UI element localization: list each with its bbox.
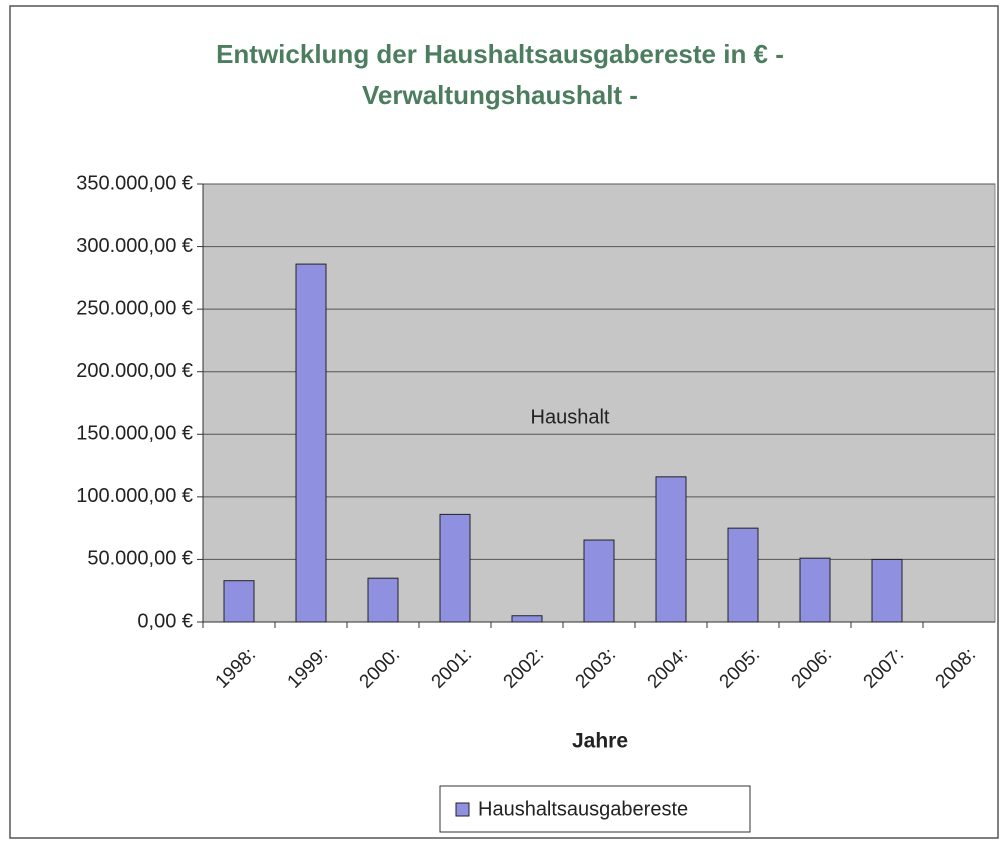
annotation: Haushalt (531, 406, 610, 428)
bar (655, 476, 687, 623)
bar (439, 513, 471, 623)
chart-title: Entwicklung der Haushaltsausgabereste in… (216, 39, 784, 69)
bar (583, 539, 615, 623)
bar (223, 580, 255, 623)
y-tick-label: 100.000,00 € (76, 485, 193, 507)
bar (727, 527, 759, 623)
bar (511, 615, 543, 623)
legend-box (439, 785, 751, 833)
bar (799, 557, 831, 623)
y-tick-label: 250.000,00 € (76, 297, 193, 319)
chart-title: Verwaltungshaushalt - (362, 80, 638, 110)
y-tick-label: 200.000,00 € (76, 360, 193, 382)
y-tick-label: 300.000,00 € (76, 235, 193, 257)
legend-swatch (455, 802, 470, 817)
bar (295, 263, 327, 623)
y-tick-label: 350.000,00 € (76, 172, 193, 194)
y-tick-label: 150.000,00 € (76, 423, 193, 445)
bar (367, 577, 399, 623)
y-tick-label: 50.000,00 € (87, 548, 193, 570)
y-tick-label: 0,00 € (137, 610, 193, 632)
bar (871, 558, 903, 623)
x-axis-label: Jahre (572, 730, 628, 753)
legend-label: Haushaltsausgabereste (478, 798, 688, 820)
